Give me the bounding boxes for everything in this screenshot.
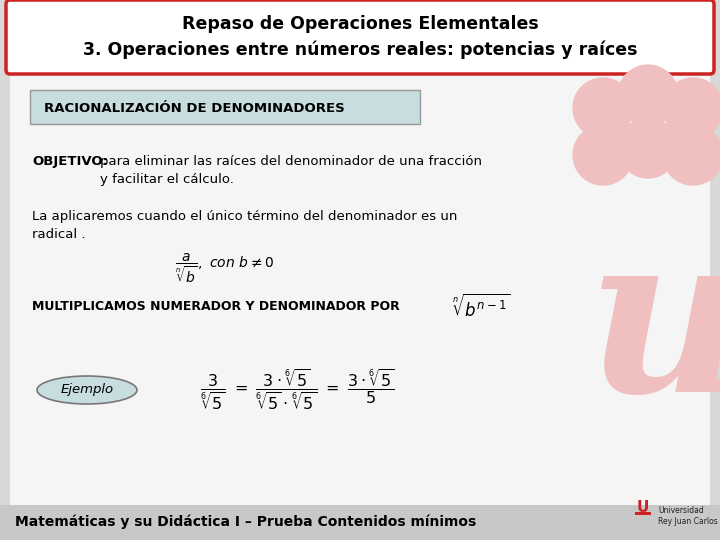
Bar	[0, 505, 720, 540]
Text: 3. Operaciones entre números reales: potencias y raíces: 3. Operaciones entre números reales: pot…	[83, 40, 637, 59]
FancyBboxPatch shape	[6, 0, 714, 74]
Circle shape	[663, 125, 720, 185]
Bar	[30, 90, 420, 124]
Text: Universidad
Rey Juan Carlos: Universidad Rey Juan Carlos	[658, 505, 718, 526]
Text: $\dfrac{3}{\sqrt[6]{5}}\ =\ \dfrac{3\cdot\sqrt[6]{5}}{\sqrt[6]{5}\cdot\sqrt[6]{5: $\dfrac{3}{\sqrt[6]{5}}\ =\ \dfrac{3\cdo…	[200, 368, 395, 413]
Circle shape	[618, 118, 678, 178]
Text: U: U	[636, 500, 649, 515]
Text: para eliminar las raíces del denominador de una fracción
y facilitar el cálculo.: para eliminar las raíces del denominador…	[100, 155, 482, 186]
Text: u: u	[588, 222, 720, 438]
Bar	[635, 512, 651, 515]
Text: Matemáticas y su Didáctica I – Prueba Contenidos mínimos: Matemáticas y su Didáctica I – Prueba Co…	[15, 515, 476, 529]
Text: Ejemplo: Ejemplo	[60, 383, 114, 396]
Ellipse shape	[37, 376, 137, 404]
Text: Repaso de Operaciones Elementales: Repaso de Operaciones Elementales	[181, 15, 539, 33]
Circle shape	[618, 65, 678, 125]
Circle shape	[573, 125, 633, 185]
Text: OBJETIVO:: OBJETIVO:	[32, 155, 108, 168]
Text: MULTIPLICAMOS NUMERADOR Y DENOMINADOR POR: MULTIPLICAMOS NUMERADOR Y DENOMINADOR PO…	[32, 300, 400, 314]
Text: RACIONALIZACIÓN DE DENOMINADORES: RACIONALIZACIÓN DE DENOMINADORES	[44, 102, 345, 114]
Bar	[10, 75, 710, 505]
Text: La aplicaremos cuando el único término del denominador es un
radical .: La aplicaremos cuando el único término d…	[32, 210, 457, 241]
Circle shape	[663, 78, 720, 138]
Text: $\sqrt[n]{b^{n-1}}$: $\sqrt[n]{b^{n-1}}$	[452, 293, 510, 321]
Text: $\dfrac{a}{\sqrt[n]{b}},\ \mathit{con}\ b\neq 0$: $\dfrac{a}{\sqrt[n]{b}},\ \mathit{con}\ …	[175, 252, 274, 285]
Circle shape	[573, 78, 633, 138]
